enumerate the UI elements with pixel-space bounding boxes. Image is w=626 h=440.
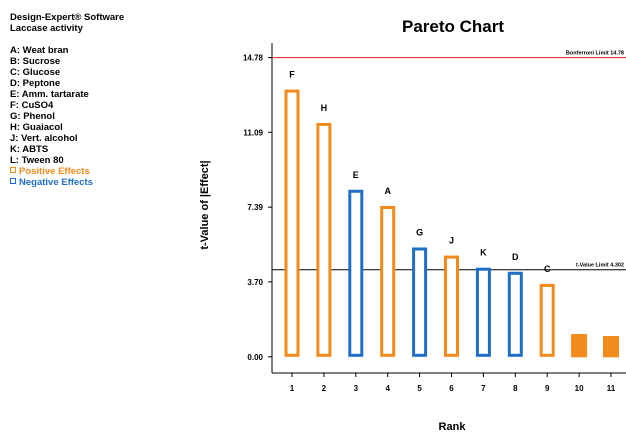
bar-label: K <box>480 248 487 258</box>
bar <box>444 255 459 357</box>
software-name: Design-Expert® Software <box>10 12 125 23</box>
factor-item: F: CuSO4 <box>10 100 54 111</box>
bar <box>475 267 491 357</box>
effect-swatch-icon <box>10 178 16 184</box>
effect-legend: Positive Effects Negative Effects <box>10 166 180 188</box>
bar <box>284 89 300 357</box>
bar <box>348 189 364 357</box>
bar <box>571 334 588 358</box>
reference-line-label: t-Value Limit 4.302 <box>576 263 624 269</box>
reference-line-label: Bonferroni Limit 14.78 <box>566 51 624 57</box>
factor-item: C: Glucose <box>10 67 61 78</box>
factor-item: A: Weat bran <box>10 45 69 56</box>
factor-list: A: Weat bran B: Sucrose C: Glucose D: Pepto… <box>10 45 180 166</box>
bar-label: J <box>449 236 454 246</box>
y-tick-label: 11.09 <box>243 128 263 137</box>
bar <box>316 122 332 357</box>
x-tick-label: 4 <box>385 384 390 393</box>
x-tick-label: 3 <box>354 384 359 393</box>
y-axis-label: t-Value of |Effect| <box>199 160 211 249</box>
effect-swatch-icon <box>10 167 16 173</box>
bar-label: F <box>289 70 295 80</box>
factor-item: D: Peptone <box>10 78 61 89</box>
factor-item: J: Vert. alcohol <box>10 133 78 144</box>
bar <box>603 336 619 358</box>
effect-legend-item: Positive Effects <box>10 166 180 177</box>
x-tick-label: 7 <box>481 384 486 393</box>
effect-legend-item: Negative Effects <box>10 177 180 188</box>
factor-item: E: Amm. tartarate <box>10 89 89 100</box>
factor-item: L: Tween 80 <box>10 155 64 166</box>
y-tick-label: 0.00 <box>247 353 263 362</box>
bar-label: E <box>353 170 359 180</box>
factor-item: B: Sucrose <box>10 56 61 67</box>
bar-label: H <box>321 103 328 113</box>
bar-label: D <box>512 252 519 262</box>
y-tick-label: 14.78 <box>243 54 264 63</box>
x-tick-label: 11 <box>607 384 616 393</box>
effect-legend-label: Positive Effects <box>19 166 90 177</box>
chart-title: Pareto Chart <box>402 17 504 36</box>
legend-panel: Design-Expert® Software Laccase activity… <box>10 12 180 188</box>
x-tick-label: 1 <box>290 384 295 393</box>
bar-label: G <box>416 227 423 237</box>
x-axis-label: Rank <box>439 421 467 433</box>
x-tick-label: 9 <box>545 384 550 393</box>
factor-item: K: ABTS <box>10 144 49 155</box>
y-tick-label: 3.70 <box>247 278 263 287</box>
x-tick-label: 10 <box>575 384 584 393</box>
bar-label: A <box>384 186 391 196</box>
effect-legend-label: Negative Effects <box>19 177 93 188</box>
bar <box>507 271 523 357</box>
bar-label: C <box>544 264 551 274</box>
factor-item: H: Guaiacol <box>10 122 63 133</box>
x-tick-label: 5 <box>417 384 422 393</box>
bar <box>539 283 555 357</box>
x-tick-label: 2 <box>322 384 327 393</box>
x-tick-label: 6 <box>449 384 454 393</box>
bar <box>380 205 396 357</box>
factor-item: G: Phenol <box>10 111 55 122</box>
y-tick-label: 7.39 <box>247 203 263 212</box>
bar <box>412 247 428 357</box>
x-tick-label: 8 <box>513 384 518 393</box>
response-name: Laccase activity <box>10 23 83 34</box>
